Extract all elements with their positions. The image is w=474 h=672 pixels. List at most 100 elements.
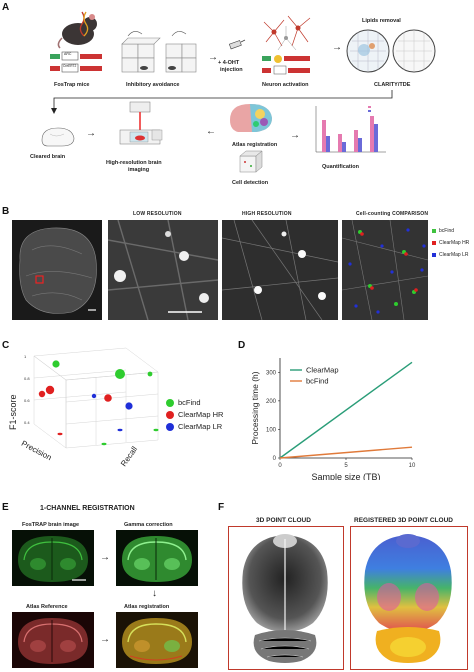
legend-swatch [166,423,174,432]
fostrap-label: FosTrap mice [54,82,90,88]
imaging-label-2: imaging [128,167,150,173]
legend-swatch [166,411,174,420]
series-line-clearmap [279,361,413,459]
neurons-illustration [263,15,311,51]
legend-swatch [432,240,436,245]
atlas-registration-label: Atlas registration [124,604,170,610]
panel-c-ylabel: F1-score [8,394,18,430]
legend-swatch [432,228,436,233]
gene-constructs [50,51,102,73]
legend-item-clearmap-hr: ClearMap HR [432,240,469,246]
cleared-brain-illustration [41,127,75,147]
series-line-bcfind [279,446,413,459]
flow-connector [51,90,393,114]
panel-d-letter: D [238,340,246,351]
comparison-title: Cell-counting COMPARISON [356,211,429,217]
x-tick-label: 10 [409,463,416,469]
legend-label: ClearMap HR [178,410,224,419]
neuron-constructs [262,55,310,75]
point-cloud-image [228,526,344,670]
svg-text:1: 1 [24,354,27,359]
clarity-label: CLARITY/TDE [374,82,411,88]
injection-label-2: injection [220,67,243,73]
imaging-label-1: High-resolution brain [106,160,162,166]
mouse-illustration [57,11,97,49]
arrow-right-icon: → [86,128,96,139]
gamma-brain-image [116,530,198,586]
avoidance-label: Inhibitory avoidance [126,82,180,88]
legend-item-bcfind: bcFind [432,228,454,234]
arrow-right-icon: → [100,552,110,563]
comparison-image [342,220,428,320]
legend-swatch [432,252,436,257]
svg-text:0.4: 0.4 [24,420,30,425]
arrow-right-icon: → [290,130,300,141]
panel-b-letter: B [2,206,10,217]
y-tick-label: 100 [266,427,277,433]
legend-label: ClearMap LR [178,422,223,431]
legend-item-clearmap-hr: ClearMap HR [166,410,224,420]
arrow-right-icon: → [208,52,218,63]
atlas-registration-image [116,612,198,668]
x-axis-label: Sample size (TB) [311,472,380,480]
registered-cloud-title: REGISTERED 3D POINT CLOUD [354,517,453,524]
panel-e-title: 1-CHANNEL REGISTRATION [40,505,135,512]
cleared-brain-label: Cleared brain [30,154,66,160]
panel-c-letter: C [2,340,10,351]
quantification-label: Quantification [322,164,359,170]
microscope-illustration [119,101,163,145]
legend-swatch [166,399,174,408]
atlas-ref-label: Atlas Reference [26,604,68,610]
gene-label-1: ARC [64,52,72,56]
legend-label: ClearMap LR [439,252,469,258]
fostrap-image-label: FosTRAP brain image [22,522,80,528]
legend-label: bcFind [306,377,329,386]
x-tick-label: 5 [344,463,348,469]
y-tick-label: 200 [266,399,277,405]
legend-item-clearmap-lr: ClearMap LR [432,252,468,258]
avoidance-boxes [121,31,197,73]
y-tick-label: 0 [273,456,277,462]
cell-detection-label: Cell detection [232,180,269,186]
lipids-label: Lipids removal [362,18,401,24]
fostrap-brain-image [12,530,94,586]
processing-time-chart: 0 100 200 300 0 5 10 Sample size (TB) Processing… [250,358,416,480]
svg-text:0.6: 0.6 [24,398,30,403]
low-res-title: LOW RESOLUTION [133,211,182,217]
panel-a-letter: A [2,2,10,13]
atlas-brain-illustration [230,104,272,132]
injection-label-1: + 4-OHT [218,60,240,66]
arrow-down-icon: ↓ [152,588,157,599]
point-cloud-title: 3D POINT CLOUD [256,517,311,524]
syringe-icon [228,39,246,50]
gamma-label: Gamma correction [124,522,173,528]
legend-label: ClearMap HR [439,240,470,246]
panel-f-letter: F [218,502,225,513]
legend-item-clearmap-lr: ClearMap LR [166,422,223,432]
low-res-image [108,220,218,320]
clarity-illustration [346,29,436,73]
high-res-title: HIGH RESOLUTION [242,211,292,217]
legend-label: ClearMap [306,366,339,375]
y-axis-label: Processing time (h) [250,371,260,444]
arrow-right-icon: → [332,42,342,53]
brain-section-image [12,220,102,320]
quantification-chart [315,106,386,153]
legend-item-bcfind: bcFind [166,398,201,408]
atlas-reg-label: Atlas registration [232,142,278,148]
atlas-reference-image [12,612,94,668]
cell-detection-cube [239,150,263,173]
legend-label: bcFind [439,228,455,234]
high-res-image [222,220,338,320]
f1-scatter-3d: 1 0.8 0.6 0.4 [24,347,159,449]
gene-label-2: CreERT2 [63,64,77,68]
arrow-right-icon: → [100,634,110,645]
svg-text:0.8: 0.8 [24,376,30,381]
arrow-left-icon: ← [206,126,216,137]
panel-e-letter: E [2,502,9,513]
registered-point-cloud-image [350,526,468,670]
y-tick-label: 300 [266,370,277,376]
legend-label: bcFind [178,398,201,407]
neuron-label: Neuron activation [262,82,309,88]
x-tick-label: 0 [278,463,282,469]
